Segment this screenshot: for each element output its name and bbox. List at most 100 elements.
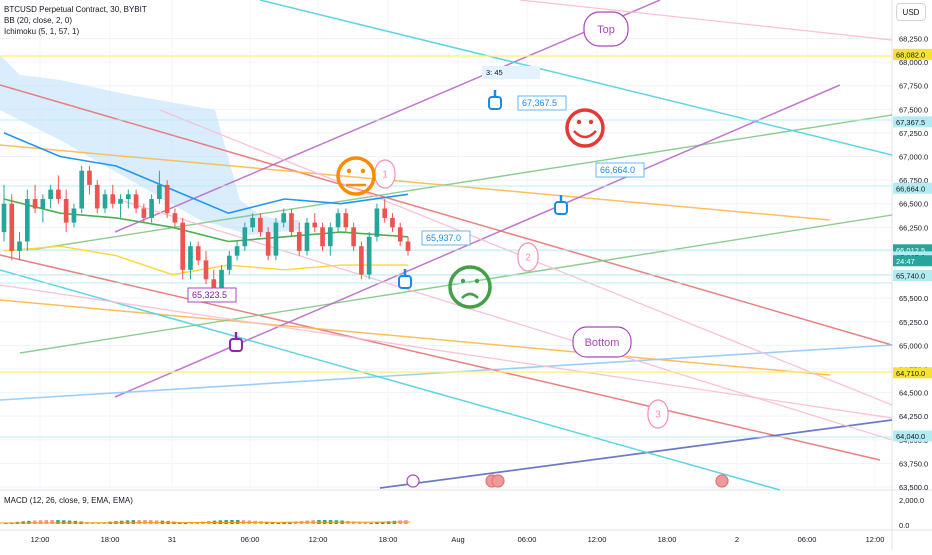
candle-body <box>359 246 364 275</box>
candle-body <box>118 199 123 204</box>
candle-body <box>40 199 46 209</box>
price-badge-label: 68,082.0 <box>896 50 925 59</box>
price-badge <box>893 244 932 256</box>
macd-histogram-bar <box>189 522 194 524</box>
lightning-event-icon <box>406 474 420 488</box>
candle-body <box>157 184 162 200</box>
y-tick-label: 67,500.0 <box>899 105 928 114</box>
candle-body <box>133 194 139 209</box>
y-tick-label: 64,500.0 <box>899 389 928 398</box>
macd-histogram-bar <box>56 520 60 524</box>
candle-body <box>172 213 178 223</box>
price-note-67367-box <box>517 95 567 111</box>
x-tick-label: 12:00 <box>309 535 328 544</box>
candle-body <box>304 222 310 251</box>
candle-body <box>125 194 131 200</box>
trend-line <box>0 84 893 346</box>
bb-upper-line <box>3 132 409 215</box>
candle-body <box>390 217 395 228</box>
countdown-badge <box>893 255 932 267</box>
x-tick-label: 12:00 <box>588 535 607 544</box>
neutral-face-icon <box>336 156 376 196</box>
annotation-bottom-label: Bottom <box>585 337 620 349</box>
legend-bb: BB (20, close, 2, 0) <box>4 16 73 25</box>
candle-body <box>180 222 186 270</box>
macd-histogram-bar <box>38 520 43 524</box>
macd-histogram-bar <box>96 522 101 524</box>
currency-button[interactable]: USD <box>896 3 926 21</box>
price-badge <box>893 182 932 194</box>
y-tick-label: 64,250.0 <box>899 412 928 421</box>
macd-histogram-bar <box>363 522 368 524</box>
x-tick-label: 06:00 <box>798 535 817 544</box>
macd-histogram-bar <box>62 520 66 524</box>
x-tick-label: Aug <box>451 535 464 544</box>
neutral-face-eye <box>360 168 366 174</box>
candle-body <box>289 213 294 233</box>
happy-face-icon <box>565 108 605 148</box>
macd-histogram-bar <box>369 522 373 524</box>
candle-body <box>94 184 100 209</box>
macd-histogram-bar <box>195 522 199 524</box>
macd-tick-label: 2,000.0 <box>899 496 924 505</box>
price-badge-label: 66,664.0 <box>896 184 925 193</box>
hand-pointer-icon <box>229 338 243 352</box>
macd-histogram-bar <box>67 520 72 524</box>
macd-histogram-bar <box>183 522 188 524</box>
price-badge-label: 65,740.0 <box>896 271 925 280</box>
candle-body <box>281 213 287 223</box>
candle-body <box>226 255 232 270</box>
macd-histogram-bar <box>4 523 8 524</box>
candle-body <box>188 246 193 270</box>
macd-histogram-bar <box>282 522 286 524</box>
hand-pointer-icon <box>398 275 412 289</box>
macd-histogram-bar <box>27 520 31 524</box>
macd-histogram-bar <box>386 521 391 524</box>
price-badge-label: 64,710.0 <box>896 369 925 378</box>
price-note-67367-label: 67,367.5 <box>522 98 557 108</box>
candle-body <box>24 199 30 242</box>
candle-body <box>242 227 248 247</box>
candle-body <box>296 232 302 251</box>
macd-histogram-bar <box>33 520 37 524</box>
macd-legend: MACD (12, 26, close, 9, EMA, EMA) <box>4 496 133 505</box>
annotation-2-bubble <box>517 242 539 272</box>
candle-body <box>320 227 325 247</box>
candle-body <box>273 222 279 256</box>
trend-line <box>0 284 893 419</box>
happy-face-eye <box>576 119 582 125</box>
price-note-65937-box <box>421 230 471 246</box>
macd-histogram-bar <box>270 522 275 524</box>
price-badge <box>893 367 932 379</box>
candle-body <box>1 203 7 233</box>
sad-face-eye <box>474 278 480 284</box>
macd-histogram-bar <box>131 520 136 524</box>
hand-pointer-icon <box>488 96 502 110</box>
candle-body <box>366 236 372 275</box>
price-note-66664-box <box>595 162 645 178</box>
sad-face-mouth <box>461 292 479 299</box>
candle-body <box>250 217 255 228</box>
macd-histogram-bar <box>288 521 292 524</box>
candle-body <box>327 227 333 247</box>
annotation-3-bubble <box>647 399 669 429</box>
us-flag-event-icon <box>715 474 729 488</box>
macd-histogram-bar <box>381 521 385 524</box>
trend-line <box>0 269 781 491</box>
price-note-65323-label: 65,323.5 <box>192 290 227 300</box>
macd-histogram-bar <box>50 520 54 524</box>
macd-histogram-bar <box>265 521 269 524</box>
candle-body <box>405 241 411 251</box>
price-badge-label: 66,012.5 <box>896 246 925 255</box>
y-tick-label: 66,750.0 <box>899 176 928 185</box>
macd-histogram-bar <box>276 522 281 524</box>
trend-line <box>0 254 881 461</box>
candle-body <box>110 194 116 204</box>
candle-body <box>63 199 69 223</box>
legend-ichimoku: Ichimoku (5, 1, 57, 1) <box>4 27 80 36</box>
macd-histogram-bar <box>44 520 49 524</box>
price-note-65323-box <box>187 287 237 303</box>
hand-pointer-icon <box>554 201 568 215</box>
